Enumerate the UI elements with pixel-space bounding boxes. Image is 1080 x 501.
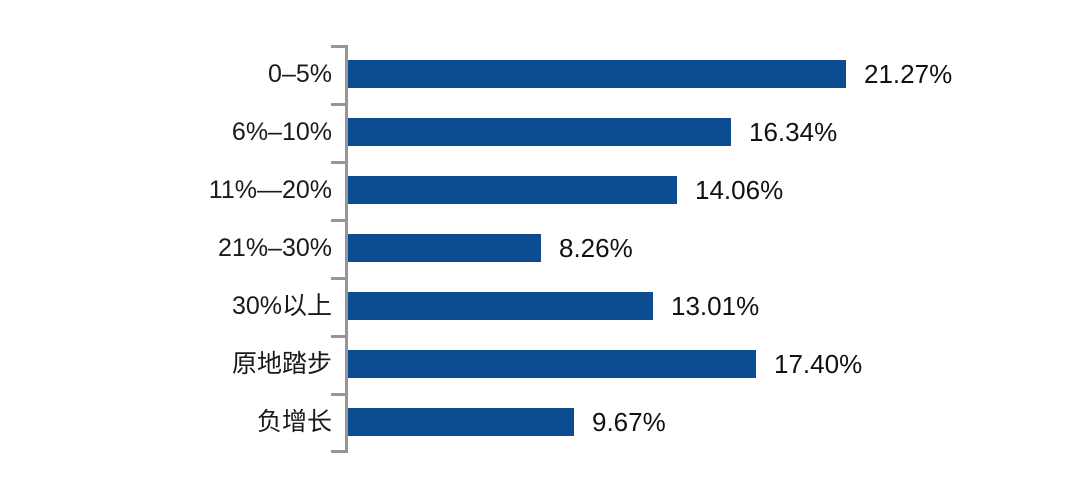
axis-tick <box>331 45 346 48</box>
bar-value-label: 21.27% <box>864 59 953 89</box>
bar[interactable] <box>348 408 574 436</box>
bar-value-label: 9.67% <box>592 407 666 437</box>
category-label: 0–5% <box>268 60 332 88</box>
category-label: 11%—20% <box>208 176 332 204</box>
bar[interactable] <box>348 60 846 88</box>
bar[interactable] <box>348 176 677 204</box>
axis-tick <box>331 103 346 106</box>
category-axis-line <box>345 45 348 453</box>
axis-tick <box>331 277 346 280</box>
axis-tick <box>331 393 346 396</box>
axis-tick <box>331 335 346 338</box>
category-label: 30%以上 <box>231 292 332 320</box>
bar-value-label: 8.26% <box>559 233 633 263</box>
bar[interactable] <box>348 350 756 378</box>
category-label: 原地踏步 <box>231 350 332 378</box>
category-label: 21%–30% <box>218 234 332 262</box>
category-label: 6%–10% <box>231 118 332 146</box>
bar[interactable] <box>348 292 653 320</box>
bar-value-label: 13.01% <box>671 291 760 321</box>
axis-tick <box>331 219 346 222</box>
bar-value-label: 16.34% <box>749 117 838 147</box>
axis-tick <box>331 450 346 453</box>
bar-value-label: 14.06% <box>695 175 784 205</box>
bar-value-label: 17.40% <box>774 349 863 379</box>
category-label: 负增长 <box>256 408 332 436</box>
bar[interactable] <box>348 118 731 146</box>
axis-tick <box>331 161 346 164</box>
bar[interactable] <box>348 234 541 262</box>
